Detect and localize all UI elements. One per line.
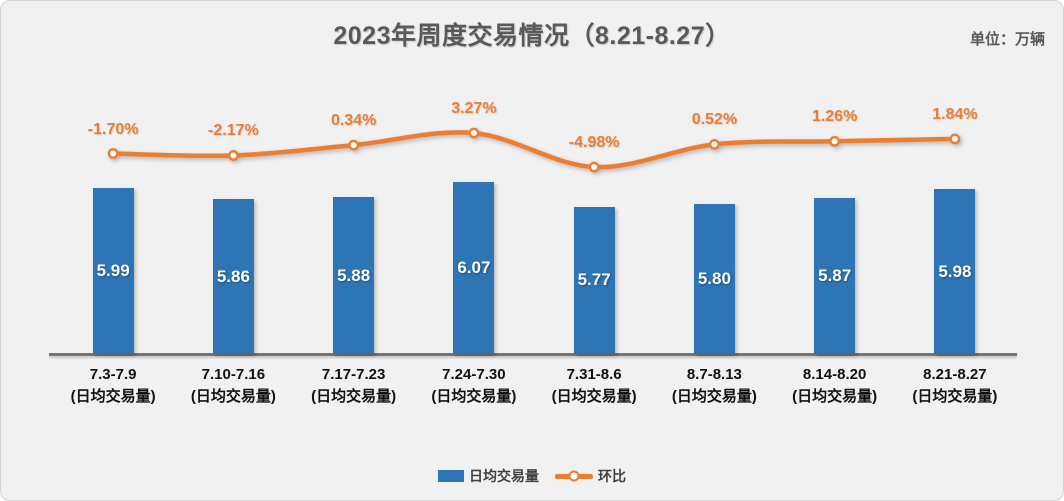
category-tick: 7.3-7.9 (日均交易量) bbox=[71, 364, 156, 408]
line-point-marker bbox=[107, 148, 119, 159]
category-sublabel: (日均交易量) bbox=[431, 388, 517, 405]
legend-line-label: 环比 bbox=[598, 468, 626, 484]
bar-swatch-icon bbox=[438, 470, 464, 482]
category-tick: 7.10-7.16 (日均交易量) bbox=[191, 364, 276, 408]
category-sublabel: (日均交易量) bbox=[912, 388, 998, 405]
bar: 5.86 bbox=[212, 199, 254, 354]
bar: 5.98 bbox=[934, 189, 976, 354]
line-point-marker bbox=[588, 161, 600, 173]
line-value-label: -2.17% bbox=[208, 122, 259, 140]
legend-item-line: 环比 bbox=[555, 466, 626, 486]
category-label: 7.31-8.6 bbox=[566, 366, 622, 383]
category-label: 7.10-7.16 bbox=[201, 366, 266, 383]
category-sublabel: (日均交易量) bbox=[671, 388, 757, 405]
line-point-marker bbox=[949, 133, 961, 145]
line-point-marker bbox=[348, 139, 360, 151]
bar-value-label: 5.98 bbox=[938, 261, 972, 281]
category-tick: 7.17-7.23 (日均交易量) bbox=[311, 364, 396, 408]
bar: 5.87 bbox=[814, 198, 856, 354]
category-sublabel: (日均交易量) bbox=[792, 388, 878, 405]
bar: 5.80 bbox=[693, 204, 735, 354]
line-value-label: 1.26% bbox=[811, 108, 858, 126]
line-point-marker bbox=[227, 150, 239, 161]
category-label: 8.21-8.27 bbox=[923, 366, 987, 383]
bar-value-label: 5.86 bbox=[216, 266, 250, 286]
bar-value-label: 6.07 bbox=[457, 257, 491, 277]
chart-title: 2023年周度交易情况（8.21-8.27） bbox=[333, 22, 731, 50]
bar-value-label: 5.77 bbox=[577, 270, 611, 290]
line-point-marker bbox=[468, 127, 480, 139]
line-value-label: 0.52% bbox=[691, 111, 738, 129]
category-tick: 8.7-8.13 (日均交易量) bbox=[672, 364, 757, 408]
category-label: 8.7-8.13 bbox=[686, 366, 742, 383]
category-label: 7.17-7.23 bbox=[321, 366, 386, 383]
category-label: 8.14-8.20 bbox=[802, 366, 867, 383]
bar: 6.07 bbox=[453, 181, 495, 354]
line-value-label: -1.70% bbox=[87, 120, 139, 138]
category-label: 7.24-7.30 bbox=[442, 366, 506, 383]
legend-item-bar: 日均交易量 bbox=[438, 466, 539, 486]
category-tick: 8.21-8.27 (日均交易量) bbox=[912, 364, 997, 408]
bar: 5.77 bbox=[573, 206, 615, 354]
line-value-label: -4.98% bbox=[568, 134, 620, 152]
line-value-label: 0.34% bbox=[330, 112, 377, 130]
category-tick: 7.24-7.30 (日均交易量) bbox=[431, 364, 516, 408]
category-sublabel: (日均交易量) bbox=[70, 388, 156, 405]
category-label: 7.3-7.9 bbox=[89, 366, 137, 383]
unit-label: 单位：万辆 bbox=[969, 31, 1045, 48]
line-point-marker bbox=[829, 135, 841, 147]
category-sublabel: (日均交易量) bbox=[190, 388, 276, 405]
category-tick: 7.31-8.6 (日均交易量) bbox=[552, 364, 637, 408]
line-point-marker bbox=[708, 138, 720, 150]
bar-value-label: 5.88 bbox=[337, 265, 371, 285]
line-swatch-icon bbox=[555, 473, 593, 479]
category-tick: 8.14-8.20 (日均交易量) bbox=[792, 364, 877, 408]
line-value-label: 3.27% bbox=[451, 100, 497, 118]
category-sublabel: (日均交易量) bbox=[311, 388, 397, 405]
bar-value-label: 5.99 bbox=[96, 261, 130, 281]
legend: 日均交易量 环比 bbox=[1, 466, 1063, 486]
category-sublabel: (日均交易量) bbox=[551, 388, 637, 405]
legend-bar-label: 日均交易量 bbox=[469, 468, 539, 484]
bar: 5.99 bbox=[92, 188, 134, 354]
line-value-label: 1.84% bbox=[932, 105, 978, 123]
x-axis-line bbox=[49, 353, 1017, 356]
bar-value-label: 5.87 bbox=[818, 266, 852, 286]
bar-value-label: 5.80 bbox=[697, 269, 731, 289]
bar: 5.88 bbox=[333, 197, 375, 354]
